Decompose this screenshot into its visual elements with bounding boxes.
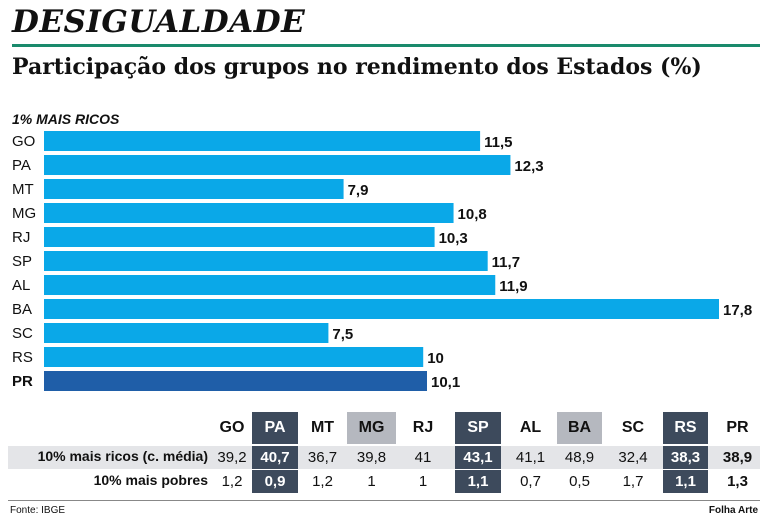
value-label-go: 11,5 [484, 134, 512, 151]
category-label-pa: PA [12, 157, 31, 174]
table-cell: 36,7 [307, 449, 338, 466]
category-label-rj: RJ [12, 229, 30, 246]
value-label-sc: 7,5 [332, 326, 353, 343]
column-header-mt: MT [310, 419, 335, 436]
bar-sp [44, 251, 488, 271]
column-header-sp: SP [455, 412, 501, 444]
column-header-rj: RJ [412, 419, 434, 436]
column-header-go: GO [219, 419, 245, 436]
column-header-pr: PR [726, 419, 749, 436]
table-cell: 38,3 [663, 446, 708, 469]
source-note: Fonte: IBGE [10, 505, 66, 516]
kicker-title: DESIGUALDADE [12, 4, 306, 40]
table-cell: 1,1 [663, 470, 708, 493]
bar-mg [44, 203, 454, 223]
value-label-sp: 11,7 [492, 254, 520, 271]
column-header-sc: SC [621, 419, 645, 436]
table-cell: 1,1 [455, 470, 501, 493]
bar-chart: GO 11,5 PA 12,3 MT 7,9 MG 10,8 RJ 10,3 SP 11,7 AL 11,… [12, 131, 752, 391]
bar-ba [44, 299, 719, 319]
value-label-mg: 10,8 [458, 206, 487, 223]
column-header-ba: BA [557, 412, 602, 444]
value-label-pr: 10,1 [431, 374, 460, 391]
value-label-pa: 12,3 [514, 158, 543, 175]
table-cell: 1,2 [312, 473, 333, 490]
category-label-sp: SP [12, 253, 32, 270]
chart-subtitle: Participação dos grupos no rendimento do… [12, 54, 702, 80]
value-label-rj: 10,3 [439, 230, 468, 247]
bar-pa [44, 155, 511, 175]
table-cell: 39,2 [217, 449, 247, 466]
value-label-al: 11,9 [499, 278, 527, 295]
credit-note: Folha Arte [708, 505, 758, 516]
table-cell: 38,9 [722, 449, 753, 466]
table-cell: 48,9 [564, 449, 595, 466]
table-cell: 41,1 [515, 449, 546, 466]
category-label-go: GO [12, 133, 35, 150]
category-label-al: AL [12, 277, 30, 294]
category-label-rs: RS [12, 349, 33, 366]
table-row-label: 10% mais pobres [93, 472, 208, 488]
table-cell: 1,7 [622, 473, 644, 490]
table-cell: 40,7 [252, 446, 298, 469]
table-cell: 32,4 [618, 449, 648, 466]
bar-rs [44, 347, 424, 367]
table-row-label: 10% mais ricos (c. média) [37, 448, 208, 464]
column-header-pa: PA [252, 412, 298, 444]
bar-mt [44, 179, 344, 199]
bar-al [44, 275, 496, 295]
category-label-sc: SC [12, 325, 33, 342]
table-cell: 1 [418, 473, 428, 490]
column-header-rs: RS [663, 412, 708, 444]
table-cell: 1,3 [727, 473, 748, 490]
table-cell: 0,9 [252, 470, 298, 493]
column-header-al: AL [519, 419, 542, 436]
group-label: 1% MAIS RICOS [12, 111, 120, 127]
table-cell: 43,1 [455, 446, 501, 469]
table-cell: 1 [367, 473, 376, 490]
table-row-bg [8, 446, 760, 469]
category-label-mg: MG [12, 205, 36, 222]
bar-go [44, 131, 481, 151]
value-label-mt: 7,9 [348, 182, 369, 199]
category-label-pr: PR [12, 373, 33, 390]
bar-rj [44, 227, 435, 247]
footer-rule [8, 500, 760, 501]
data-table: GO PA MT MG RJ SP AL BA SC RS PR 10% mais ricos (c.… [8, 412, 760, 496]
bar-pr [44, 371, 428, 391]
category-label-mt: MT [12, 181, 34, 198]
table-cell: 41 [414, 449, 432, 466]
value-label-ba: 17,8 [723, 302, 752, 319]
table-cell: 0,7 [520, 473, 541, 490]
category-label-ba: BA [12, 301, 32, 318]
table-cell: 39,8 [356, 449, 387, 466]
value-label-rs: 10 [427, 350, 444, 367]
column-header-mg: MG [347, 412, 396, 444]
table-cell: 0,5 [569, 473, 590, 490]
bar-sc [44, 323, 329, 343]
kicker-rule [12, 44, 760, 47]
table-cell: 1,2 [221, 473, 243, 490]
